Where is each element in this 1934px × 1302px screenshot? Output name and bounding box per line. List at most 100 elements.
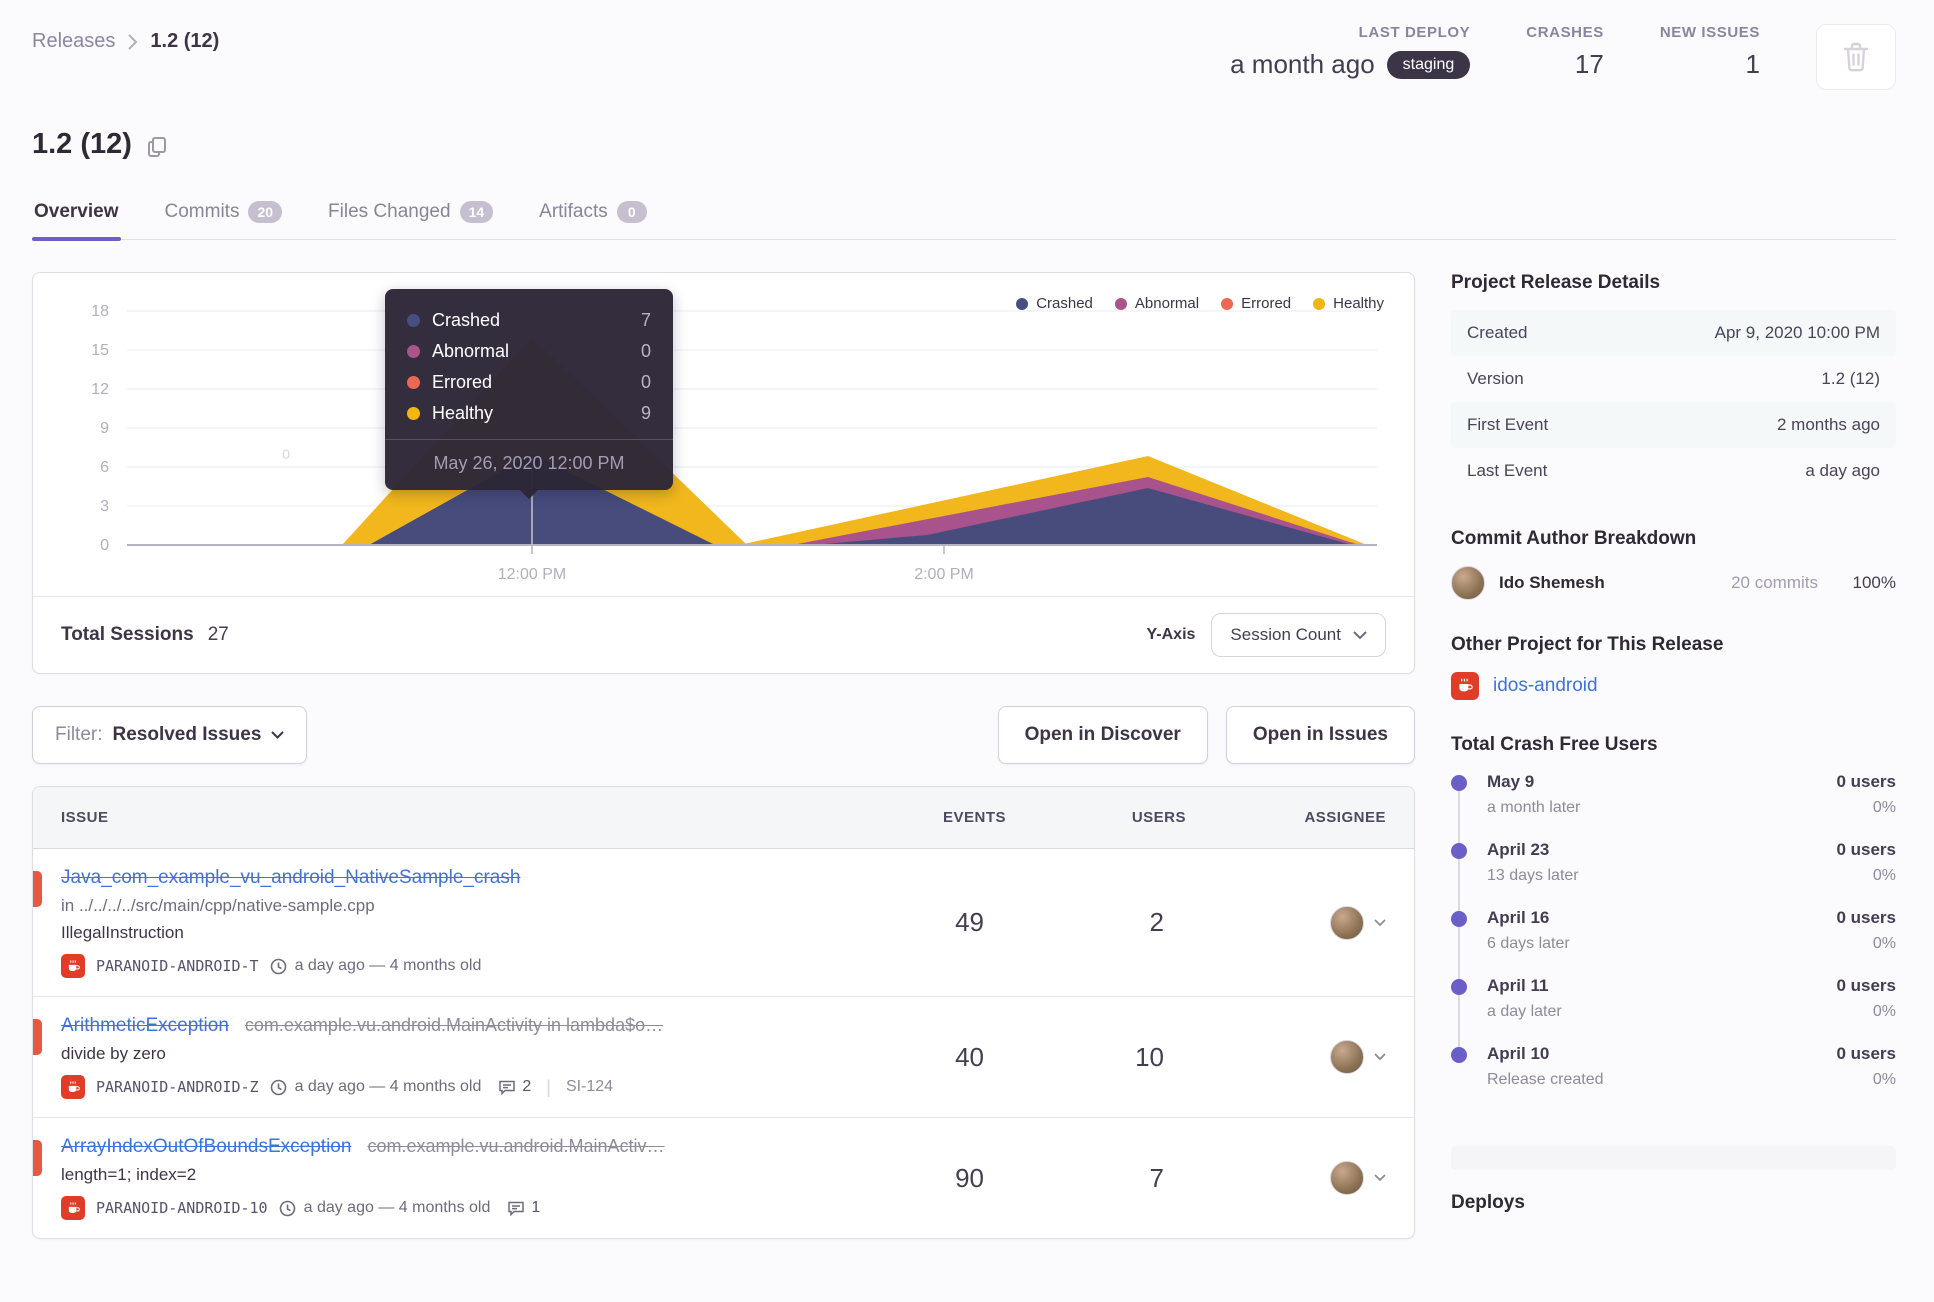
assignee-avatar[interactable] xyxy=(1330,1161,1364,1195)
legend-abnormal-label: Abnormal xyxy=(1134,295,1200,312)
sessions-chart-card: Crashed Abnormal Errored Healthy 18 15 12 9… xyxy=(32,272,1415,674)
tab-artifacts[interactable]: Artifacts 0 xyxy=(537,191,649,239)
chart-tooltip: Crashed 7 Abnormal 0 Errored 0 Healthy 9 May… xyxy=(385,289,673,499)
project-release-details-section: Project Release Details Created Apr 9, 2… xyxy=(1451,272,1896,494)
commit-author-row: Ido Shemesh 20 commits 100% xyxy=(1451,566,1896,600)
other-project-link[interactable]: idos-android xyxy=(1493,675,1598,696)
crash-free-timeline: May 9 a month later 0 users 0% April 23 … xyxy=(1451,772,1896,1112)
detail-key: Version xyxy=(1467,369,1524,388)
detail-value: Apr 9, 2020 10:00 PM xyxy=(1714,323,1880,342)
tab-files-changed-badge: 14 xyxy=(459,201,494,223)
stat-new-issues-value: 1 xyxy=(1745,49,1760,79)
timeline-users: 0 users xyxy=(1836,976,1896,995)
assignee-avatar[interactable] xyxy=(1330,905,1364,940)
other-project-row: idos-android xyxy=(1451,672,1896,700)
issue-row: ArithmeticException com.example.vu.andro… xyxy=(33,997,1414,1118)
copy-icon[interactable] xyxy=(146,135,168,159)
timeline-users: 0 users xyxy=(1836,840,1896,859)
errored-dot-icon xyxy=(407,376,420,389)
delete-release-button[interactable] xyxy=(1816,24,1896,90)
legend-item-crashed[interactable]: Crashed xyxy=(1016,295,1093,312)
tab-files-changed[interactable]: Files Changed 14 xyxy=(326,191,495,239)
tooltip-crashed-value: 7 xyxy=(640,310,651,330)
legend-item-abnormal[interactable]: Abnormal xyxy=(1114,295,1200,312)
chevron-down-icon[interactable] xyxy=(1374,1053,1386,1061)
timeline-date: April 11 xyxy=(1487,976,1549,995)
issue-comments[interactable]: 2 xyxy=(498,1078,531,1096)
timeline-relative: 13 days later xyxy=(1487,867,1579,884)
issue-row: Java_com_example_vu_android_NativeSample… xyxy=(33,849,1414,997)
project-slug[interactable]: PARANOID-ANDROID-10 xyxy=(96,1199,268,1217)
breadcrumb-releases[interactable]: Releases xyxy=(32,30,116,52)
deploys-heading: Deploys xyxy=(1451,1192,1525,1213)
svg-text:2:00 PM: 2:00 PM xyxy=(914,566,974,583)
chevron-down-icon xyxy=(1353,630,1367,639)
yaxis-select-value: Session Count xyxy=(1230,625,1341,644)
legend-crashed-label: Crashed xyxy=(1036,295,1093,312)
tab-commits[interactable]: Commits 20 xyxy=(163,191,285,239)
project-slug[interactable]: PARANOID-ANDROID-Z xyxy=(96,1078,259,1096)
clock-icon xyxy=(270,958,286,974)
timeline-users: 0 users xyxy=(1836,772,1896,791)
tooltip-row-crashed: Crashed 7 xyxy=(407,305,651,336)
detail-value: 1.2 (12) xyxy=(1821,369,1880,388)
stat-crashes: CRASHES 17 xyxy=(1526,24,1604,80)
comment-icon xyxy=(508,1201,525,1216)
author-commit-count: 20 commits xyxy=(1731,573,1818,592)
clock-icon xyxy=(279,1200,295,1216)
java-project-icon xyxy=(1451,672,1479,700)
crashed-dot-icon xyxy=(1016,297,1029,310)
issue-assignee[interactable] xyxy=(1186,1040,1386,1074)
issue-message: IllegalInstruction xyxy=(61,923,184,942)
timeline-date: April 16 xyxy=(1487,908,1550,927)
svg-text:0: 0 xyxy=(282,446,290,462)
svg-text:12:00 PM: 12:00 PM xyxy=(498,566,566,583)
legend-item-errored[interactable]: Errored xyxy=(1221,295,1291,312)
chevron-down-icon xyxy=(271,731,285,739)
assignee-avatar[interactable] xyxy=(1330,1040,1364,1074)
yaxis-label: Y-Axis xyxy=(1146,626,1196,643)
legend-errored-label: Errored xyxy=(1241,295,1292,312)
chevron-down-icon[interactable] xyxy=(1374,918,1386,927)
tooltip-row-errored: Errored 0 xyxy=(407,367,651,398)
timeline-relative: a day later xyxy=(1487,1003,1562,1020)
chevron-down-icon[interactable] xyxy=(1374,1174,1386,1182)
open-in-issues-button[interactable]: Open in Issues xyxy=(1225,706,1415,764)
issue-title-link[interactable]: ArithmeticException xyxy=(61,1015,229,1036)
issue-culprit: com.example.vu.android.MainActivity in l… xyxy=(244,1015,664,1035)
stat-last-deploy: LAST DEPLOY a month ago staging xyxy=(1230,24,1471,80)
stat-crashes-value: 17 xyxy=(1574,49,1604,79)
svg-text:9: 9 xyxy=(100,420,109,437)
tooltip-crashed-label: Crashed xyxy=(432,310,501,330)
column-header-issue: ISSUE xyxy=(61,809,109,826)
section-heading: Other Project for This Release xyxy=(1451,634,1724,655)
legend-item-healthy[interactable]: Healthy xyxy=(1313,295,1384,312)
chart-footer: Total Sessions 27 Y-Axis Session Count xyxy=(33,596,1414,673)
tab-overview[interactable]: Overview xyxy=(32,191,121,241)
timeline-relative: a month later xyxy=(1487,799,1581,816)
yaxis-select[interactable]: Session Count xyxy=(1211,613,1386,657)
unresolved-indicator-bar xyxy=(33,1140,42,1176)
open-in-discover-button[interactable]: Open in Discover xyxy=(997,706,1208,764)
timeline-dot-icon xyxy=(1451,911,1467,927)
project-slug[interactable]: PARANOID-ANDROID-T xyxy=(96,957,259,975)
timeline-item: April 23 13 days later 0 users 0% xyxy=(1451,840,1896,916)
healthy-dot-icon xyxy=(407,407,420,420)
stat-new-issues: NEW ISSUES 1 xyxy=(1660,24,1760,80)
issue-assignee[interactable] xyxy=(1186,905,1386,940)
filter-prefix-label: Filter: xyxy=(55,724,103,745)
unresolved-indicator-bar xyxy=(33,871,42,907)
abnormal-dot-icon xyxy=(1114,297,1127,310)
page-title: 1.2 (12) xyxy=(32,128,132,160)
sessions-chart[interactable]: Crashed Abnormal Errored Healthy 18 15 12 9… xyxy=(33,273,1414,592)
title-row: 1.2 (12) xyxy=(32,128,1896,161)
java-project-icon xyxy=(61,1075,85,1099)
timeline-users: 0 users xyxy=(1836,908,1896,927)
issues-filter-dropdown[interactable]: Filter: Resolved Issues xyxy=(32,706,308,764)
issue-title-link[interactable]: ArrayIndexOutOfBoundsException xyxy=(61,1136,352,1157)
issue-events-count: 90 xyxy=(955,1162,984,1193)
issue-title-link[interactable]: Java_com_example_vu_android_NativeSample… xyxy=(61,867,521,888)
issue-comments[interactable]: 1 xyxy=(507,1199,540,1217)
issue-assignee[interactable] xyxy=(1186,1161,1386,1195)
breadcrumb-current: 1.2 (12) xyxy=(150,30,220,52)
